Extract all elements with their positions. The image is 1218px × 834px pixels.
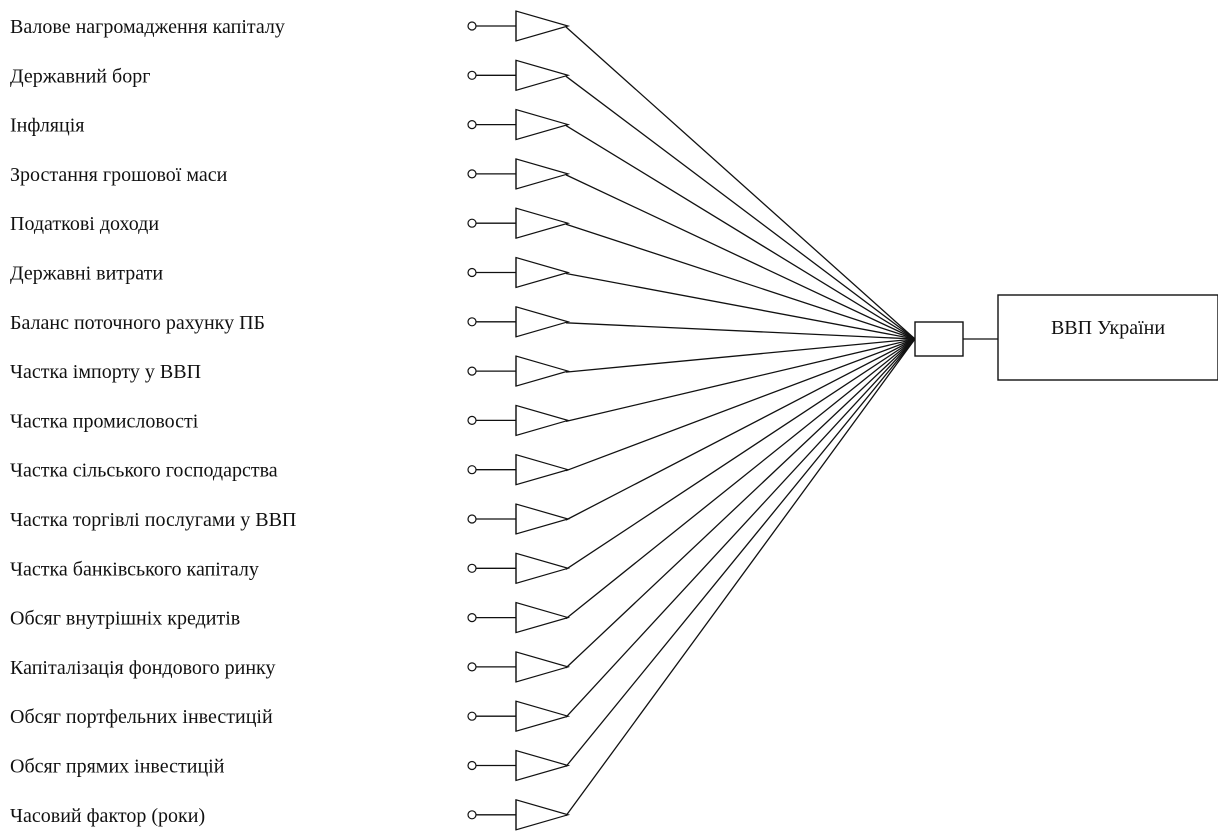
input-neuron bbox=[515, 306, 571, 338]
input-terminal bbox=[467, 415, 477, 425]
connection-line bbox=[565, 272, 916, 340]
input-neuron bbox=[515, 700, 571, 732]
input-neuron bbox=[515, 601, 571, 634]
connection-line bbox=[565, 338, 916, 669]
input-terminal bbox=[467, 514, 477, 524]
input-neuron bbox=[515, 503, 571, 535]
connection-line bbox=[565, 338, 916, 817]
connection-line bbox=[565, 338, 916, 423]
input-neuron bbox=[515, 158, 571, 190]
connection-line bbox=[565, 338, 916, 570]
input-terminal bbox=[467, 366, 477, 376]
input-terminal bbox=[467, 563, 477, 573]
input-nodes bbox=[467, 10, 571, 831]
input-label: Обсяг портфельних інвестицій bbox=[10, 706, 273, 728]
input-label: Зростання грошової маси bbox=[10, 164, 228, 186]
input-label: Інфляція bbox=[10, 115, 84, 137]
input-terminal bbox=[467, 21, 477, 31]
input-neuron bbox=[515, 207, 571, 239]
connection-line bbox=[565, 338, 916, 472]
input-neuron bbox=[515, 453, 571, 486]
input-labels: Валове нагромадження капіталу Державний б… bbox=[10, 16, 296, 827]
input-terminal bbox=[467, 465, 477, 475]
input-label: Капіталізація фондового ринку bbox=[10, 657, 275, 679]
input-neuron bbox=[515, 404, 571, 437]
connection-line bbox=[565, 75, 916, 340]
input-label: Частка промисловості bbox=[10, 410, 199, 432]
input-neuron bbox=[515, 59, 571, 92]
connection-line bbox=[565, 223, 916, 340]
connection-line bbox=[565, 174, 916, 340]
input-neuron bbox=[515, 749, 571, 782]
input-terminal bbox=[467, 662, 477, 672]
input-terminal bbox=[467, 70, 477, 80]
connection-line bbox=[565, 338, 916, 767]
input-neuron bbox=[515, 108, 571, 141]
input-label: Обсяг прямих інвестицій bbox=[10, 756, 225, 778]
input-terminal bbox=[467, 810, 477, 820]
input-label: Податкові доходи bbox=[10, 213, 159, 235]
input-terminal bbox=[467, 317, 477, 327]
input-label: Частка імпорту у ВВП bbox=[10, 361, 201, 383]
input-label: Частка торгівлі послугами у ВВП bbox=[10, 509, 296, 531]
input-terminal bbox=[467, 169, 477, 179]
input-label: Частка сільського господарства bbox=[10, 460, 278, 482]
input-neuron bbox=[515, 552, 571, 585]
input-label: Баланс поточного рахунку ПБ bbox=[10, 312, 265, 334]
input-terminal bbox=[467, 760, 477, 771]
connection-lines bbox=[565, 26, 916, 817]
connection-line bbox=[565, 338, 916, 521]
input-terminal bbox=[467, 711, 477, 721]
input-label: Часовий фактор (роки) bbox=[10, 805, 205, 827]
output-node bbox=[997, 294, 1218, 381]
connection-line bbox=[565, 125, 916, 340]
input-terminal bbox=[467, 218, 477, 228]
input-neuron bbox=[515, 651, 571, 683]
input-label: Державний борг bbox=[10, 65, 150, 87]
input-neuron bbox=[515, 799, 571, 831]
input-label: Валове нагромадження капіталу bbox=[10, 16, 285, 38]
connection-line bbox=[565, 338, 916, 718]
input-neuron bbox=[515, 355, 571, 387]
input-terminal bbox=[467, 612, 477, 623]
output-label: ВВП України bbox=[1051, 317, 1165, 339]
input-neuron bbox=[515, 10, 571, 42]
connection-line bbox=[565, 322, 916, 340]
connection-line bbox=[565, 26, 916, 340]
connection-line bbox=[565, 338, 916, 373]
input-neuron bbox=[515, 256, 571, 289]
input-label: Державні витрати bbox=[10, 263, 163, 285]
connection-line bbox=[565, 338, 916, 620]
input-label: Обсяг внутрішніх кредитів bbox=[10, 608, 240, 630]
hidden-node bbox=[914, 321, 964, 357]
input-terminal bbox=[467, 119, 477, 130]
input-label: Частка банківського капіталу bbox=[10, 558, 259, 580]
input-terminal bbox=[467, 267, 477, 278]
